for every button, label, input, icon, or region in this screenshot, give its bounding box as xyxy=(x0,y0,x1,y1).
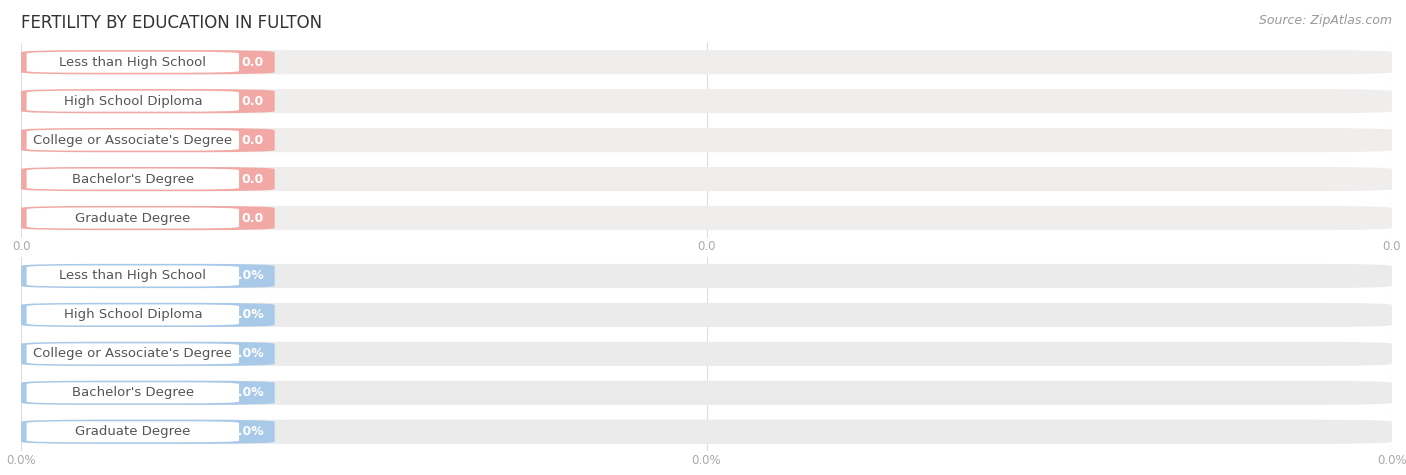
FancyBboxPatch shape xyxy=(21,89,1392,113)
Text: 0.0: 0.0 xyxy=(242,211,264,225)
Text: High School Diploma: High School Diploma xyxy=(63,308,202,322)
FancyBboxPatch shape xyxy=(21,303,1392,327)
FancyBboxPatch shape xyxy=(27,421,239,442)
FancyBboxPatch shape xyxy=(27,169,239,190)
FancyBboxPatch shape xyxy=(21,264,1392,288)
FancyBboxPatch shape xyxy=(21,50,274,74)
Text: 0.0: 0.0 xyxy=(242,56,264,69)
FancyBboxPatch shape xyxy=(21,381,1392,405)
Text: 0.0: 0.0 xyxy=(242,95,264,108)
Text: College or Associate's Degree: College or Associate's Degree xyxy=(34,347,232,361)
FancyBboxPatch shape xyxy=(21,342,274,366)
FancyBboxPatch shape xyxy=(27,52,239,73)
Text: College or Associate's Degree: College or Associate's Degree xyxy=(34,133,232,147)
FancyBboxPatch shape xyxy=(21,128,1392,152)
Text: 0.0%: 0.0% xyxy=(229,386,264,399)
FancyBboxPatch shape xyxy=(27,382,239,403)
Text: 0.0%: 0.0% xyxy=(229,347,264,361)
FancyBboxPatch shape xyxy=(21,420,274,444)
FancyBboxPatch shape xyxy=(27,208,239,228)
FancyBboxPatch shape xyxy=(21,264,274,288)
Text: 0.0: 0.0 xyxy=(242,133,264,147)
FancyBboxPatch shape xyxy=(21,206,1392,230)
FancyBboxPatch shape xyxy=(27,343,239,364)
Text: FERTILITY BY EDUCATION IN FULTON: FERTILITY BY EDUCATION IN FULTON xyxy=(21,14,322,32)
Text: Less than High School: Less than High School xyxy=(59,56,207,69)
FancyBboxPatch shape xyxy=(21,167,274,191)
FancyBboxPatch shape xyxy=(21,167,1392,191)
FancyBboxPatch shape xyxy=(21,420,1392,444)
FancyBboxPatch shape xyxy=(21,342,1392,366)
Text: Graduate Degree: Graduate Degree xyxy=(75,425,190,438)
Text: Less than High School: Less than High School xyxy=(59,269,207,283)
Text: 0.0%: 0.0% xyxy=(229,269,264,283)
Text: Graduate Degree: Graduate Degree xyxy=(75,211,190,225)
FancyBboxPatch shape xyxy=(21,128,274,152)
FancyBboxPatch shape xyxy=(27,266,239,286)
FancyBboxPatch shape xyxy=(21,50,1392,74)
Text: 0.0%: 0.0% xyxy=(229,425,264,438)
Text: 0.0: 0.0 xyxy=(242,172,264,186)
Text: Bachelor's Degree: Bachelor's Degree xyxy=(72,386,194,399)
Text: Source: ZipAtlas.com: Source: ZipAtlas.com xyxy=(1258,14,1392,27)
FancyBboxPatch shape xyxy=(27,91,239,112)
Text: 0.0%: 0.0% xyxy=(229,308,264,322)
FancyBboxPatch shape xyxy=(21,381,274,405)
FancyBboxPatch shape xyxy=(21,89,274,113)
FancyBboxPatch shape xyxy=(27,304,239,325)
Text: Bachelor's Degree: Bachelor's Degree xyxy=(72,172,194,186)
FancyBboxPatch shape xyxy=(27,130,239,151)
FancyBboxPatch shape xyxy=(21,206,274,230)
Text: High School Diploma: High School Diploma xyxy=(63,95,202,108)
FancyBboxPatch shape xyxy=(21,303,274,327)
